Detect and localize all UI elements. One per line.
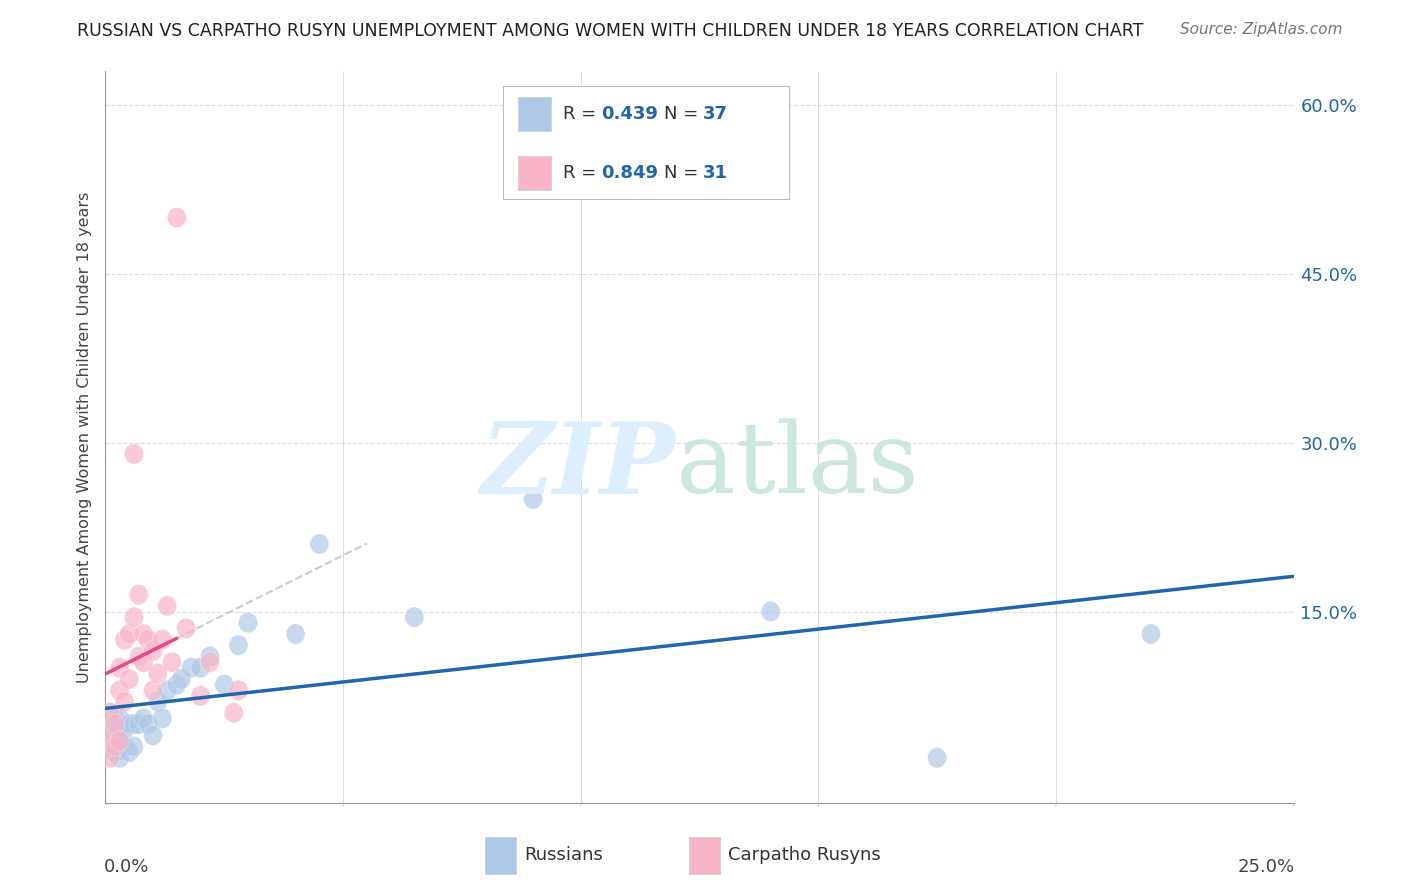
Ellipse shape <box>101 703 120 723</box>
Ellipse shape <box>229 680 247 700</box>
Ellipse shape <box>405 607 423 627</box>
Ellipse shape <box>115 720 134 739</box>
Ellipse shape <box>148 691 167 712</box>
Ellipse shape <box>139 714 157 734</box>
Ellipse shape <box>201 647 219 666</box>
Ellipse shape <box>239 613 257 633</box>
Ellipse shape <box>125 737 143 756</box>
Y-axis label: Unemployment Among Women with Children Under 18 years: Unemployment Among Women with Children U… <box>76 192 91 682</box>
Text: 0.849: 0.849 <box>600 164 658 182</box>
Ellipse shape <box>125 607 143 627</box>
Ellipse shape <box>120 714 139 734</box>
Ellipse shape <box>215 674 233 695</box>
Ellipse shape <box>101 703 120 723</box>
Ellipse shape <box>157 596 177 616</box>
Text: Carpatho Rusyns: Carpatho Rusyns <box>728 847 882 864</box>
Ellipse shape <box>101 747 120 768</box>
Ellipse shape <box>139 630 157 649</box>
FancyBboxPatch shape <box>503 86 789 200</box>
Ellipse shape <box>177 618 195 639</box>
Ellipse shape <box>134 708 153 729</box>
Ellipse shape <box>120 742 139 763</box>
Ellipse shape <box>110 680 129 700</box>
Ellipse shape <box>134 652 153 673</box>
Text: Russians: Russians <box>524 847 603 864</box>
Ellipse shape <box>229 635 247 656</box>
Ellipse shape <box>101 720 120 739</box>
Ellipse shape <box>129 714 148 734</box>
Ellipse shape <box>101 725 120 746</box>
Text: R =: R = <box>562 164 602 182</box>
Ellipse shape <box>928 747 946 768</box>
Ellipse shape <box>105 708 125 729</box>
Ellipse shape <box>309 533 329 554</box>
Ellipse shape <box>129 584 148 605</box>
Ellipse shape <box>167 674 186 695</box>
Text: 25.0%: 25.0% <box>1237 858 1295 876</box>
Ellipse shape <box>153 630 172 649</box>
Text: 0.439: 0.439 <box>600 105 658 123</box>
Ellipse shape <box>143 725 163 746</box>
Ellipse shape <box>110 725 129 746</box>
FancyBboxPatch shape <box>517 156 551 190</box>
Ellipse shape <box>163 652 181 673</box>
Ellipse shape <box>101 737 120 756</box>
Ellipse shape <box>115 691 134 712</box>
Ellipse shape <box>129 647 148 666</box>
Ellipse shape <box>1142 624 1160 644</box>
Ellipse shape <box>157 680 177 700</box>
Ellipse shape <box>172 669 191 690</box>
Ellipse shape <box>167 208 186 227</box>
Ellipse shape <box>191 657 209 678</box>
FancyBboxPatch shape <box>517 97 551 131</box>
Ellipse shape <box>201 652 219 673</box>
Ellipse shape <box>523 489 543 509</box>
Ellipse shape <box>115 737 134 756</box>
Ellipse shape <box>105 714 125 734</box>
Ellipse shape <box>125 444 143 464</box>
Ellipse shape <box>153 708 172 729</box>
Ellipse shape <box>105 725 125 746</box>
Ellipse shape <box>105 737 125 756</box>
Text: N =: N = <box>664 164 704 182</box>
Ellipse shape <box>143 640 163 661</box>
Ellipse shape <box>285 624 305 644</box>
Text: 37: 37 <box>703 105 728 123</box>
Text: RUSSIAN VS CARPATHO RUSYN UNEMPLOYMENT AMONG WOMEN WITH CHILDREN UNDER 18 YEARS : RUSSIAN VS CARPATHO RUSYN UNEMPLOYMENT A… <box>77 22 1143 40</box>
Ellipse shape <box>110 747 129 768</box>
Ellipse shape <box>110 657 129 678</box>
Ellipse shape <box>120 669 139 690</box>
Ellipse shape <box>110 731 129 751</box>
Ellipse shape <box>143 680 163 700</box>
Text: ZIP: ZIP <box>481 418 676 515</box>
Text: Source: ZipAtlas.com: Source: ZipAtlas.com <box>1180 22 1343 37</box>
Text: 31: 31 <box>703 164 728 182</box>
Text: atlas: atlas <box>676 418 918 514</box>
Text: 0.0%: 0.0% <box>104 858 149 876</box>
Ellipse shape <box>134 624 153 644</box>
Ellipse shape <box>110 708 129 729</box>
Ellipse shape <box>181 657 201 678</box>
Ellipse shape <box>148 664 167 683</box>
Ellipse shape <box>105 742 125 763</box>
Ellipse shape <box>120 624 139 644</box>
Text: R =: R = <box>562 105 602 123</box>
Ellipse shape <box>115 630 134 649</box>
Ellipse shape <box>761 601 780 622</box>
Ellipse shape <box>125 714 143 734</box>
Ellipse shape <box>191 686 209 706</box>
Ellipse shape <box>225 703 243 723</box>
Text: N =: N = <box>664 105 704 123</box>
